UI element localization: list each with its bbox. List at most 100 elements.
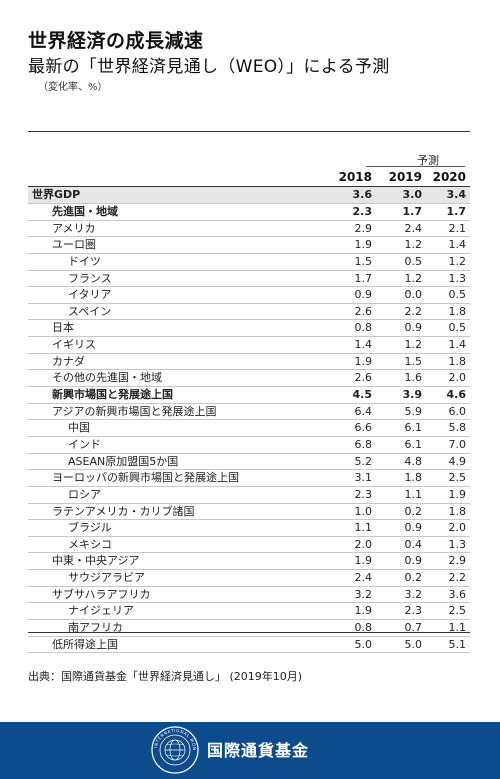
table-row: ブラジル 1.1 0.9 2.0 [28, 520, 470, 537]
row-label: 中国 [68, 421, 90, 435]
value-cell-2020: 2.0 [448, 521, 467, 535]
row-label: 世界GDP [32, 188, 81, 201]
table-row: その他の先進国・地域 2.6 1.6 2.0 [28, 370, 470, 388]
forecast-label: 予測 [417, 154, 439, 167]
value-cell-2019: 0.2 [404, 571, 423, 585]
value-cell-2020: 6.0 [448, 404, 467, 418]
value-cell-2019: 0.2 [404, 504, 423, 518]
value-cell-2020: 3.4 [446, 188, 467, 201]
value-cell-2018: 1.5 [354, 254, 373, 268]
value-cell-2019: 0.9 [404, 521, 423, 535]
value-cell-2020: 1.4 [448, 238, 467, 252]
value-cell-2019: 4.8 [404, 454, 423, 468]
value-cell-2020: 1.3 [448, 271, 467, 285]
value-cell-2020: 5.8 [448, 421, 467, 435]
value-cell-2020: 2.1 [448, 221, 467, 235]
value-cell-2019: 0.4 [404, 537, 423, 551]
table-row: アメリカ 2.9 2.4 2.1 [28, 221, 470, 238]
value-cell-2018: 0.9 [354, 288, 373, 302]
value-cell-2018: 2.6 [354, 371, 373, 385]
table-row: サウジアラビア 2.4 0.2 2.2 [28, 570, 470, 587]
value-cell-2018: 0.8 [354, 621, 373, 635]
value-cell-2018: 2.6 [354, 304, 373, 318]
value-cell-2018: 6.4 [354, 404, 373, 418]
value-cell-2020: 3.6 [448, 587, 467, 601]
table-row: 南アフリカ 0.8 0.7 1.1 [28, 620, 470, 637]
table-row: メキシコ 2.0 0.4 1.3 [28, 537, 470, 554]
row-label: 低所得途上国 [52, 637, 118, 651]
value-cell-2020: 1.1 [448, 621, 467, 635]
value-cell-2020: 4.9 [448, 454, 467, 468]
row-label: ラテンアメリカ・カリブ諸国 [52, 504, 195, 518]
page-title: 世界経済の成長減速 [28, 30, 204, 52]
value-cell-2019: 1.1 [404, 487, 423, 501]
value-cell-2018: 1.1 [354, 521, 373, 535]
table-row: フランス 1.7 1.2 1.3 [28, 271, 470, 288]
row-label: 中東・中央アジア [52, 554, 140, 568]
table-header: 2018 2019 2020 [28, 168, 470, 186]
value-cell-2018: 6.8 [354, 437, 373, 451]
value-cell-2019: 6.1 [404, 421, 423, 435]
value-cell-2018: 2.9 [354, 221, 373, 235]
value-cell-2018: 2.4 [354, 571, 373, 585]
row-label: スペイン [68, 304, 112, 318]
value-cell-2019: 0.9 [404, 321, 423, 335]
table-row: スペイン 2.6 2.2 1.8 [28, 304, 470, 321]
unit-note: （変化率、%） [38, 82, 108, 93]
value-cell-2020: 1.7 [446, 205, 467, 218]
table-row: カナダ 1.9 1.5 1.8 [28, 354, 470, 371]
value-cell-2020: 1.8 [448, 354, 467, 368]
value-cell-2019: 2.3 [404, 604, 423, 618]
value-cell-2020: 7.0 [448, 437, 467, 451]
row-label: 日本 [52, 321, 74, 335]
value-cell-2019: 1.2 [404, 271, 423, 285]
table-row: ラテンアメリカ・カリブ諸国 1.0 0.2 1.8 [28, 504, 470, 521]
value-cell-2018: 1.9 [354, 238, 373, 252]
table-row: 世界GDP 3.6 3.0 3.4 [28, 187, 470, 204]
value-cell-2018: 1.7 [354, 271, 373, 285]
value-cell-2018: 5.2 [354, 454, 373, 468]
table-row: 日本 0.8 0.9 0.5 [28, 320, 470, 338]
value-cell-2019: 0.0 [404, 288, 423, 302]
value-cell-2019: 6.1 [404, 437, 423, 451]
page-subtitle: 最新の「世界経済見通し（WEO）」による予測 [28, 57, 390, 77]
value-cell-2019: 1.7 [402, 205, 423, 218]
row-label: フランス [68, 271, 112, 285]
row-label: サブサハラアフリカ [52, 587, 151, 601]
value-cell-2019: 2.4 [404, 221, 423, 235]
value-cell-2019: 1.8 [404, 471, 423, 485]
value-cell-2020: 1.8 [448, 504, 467, 518]
value-cell-2018: 3.6 [352, 188, 373, 201]
value-cell-2019: 3.0 [402, 188, 423, 201]
value-cell-2018: 1.0 [354, 504, 373, 518]
value-cell-2018: 0.8 [354, 321, 373, 335]
forecast-bracket-line [366, 166, 465, 167]
table-row: 先進国・地域 2.3 1.7 1.7 [28, 204, 470, 221]
row-label: 南アフリカ [68, 621, 123, 635]
table-row: ヨーロッパの新興市場国と発展途上国 3.1 1.8 2.5 [28, 470, 470, 487]
row-label: 新興市場国と発展途上国 [52, 388, 173, 402]
table-row: イギリス 1.4 1.2 1.4 [28, 337, 470, 354]
table-row: アジアの新興市場国と発展途上国 6.4 5.9 6.0 [28, 404, 470, 421]
value-cell-2018: 3.2 [354, 587, 373, 601]
row-label: カナダ [52, 354, 85, 368]
value-cell-2020: 2.9 [448, 554, 467, 568]
row-label: ドイツ [68, 254, 101, 268]
value-cell-2019: 5.0 [404, 637, 423, 651]
table-row: 中国 6.6 6.1 5.8 [28, 420, 470, 437]
value-cell-2018: 6.6 [354, 421, 373, 435]
value-cell-2019: 1.5 [404, 354, 423, 368]
value-cell-2020: 1.4 [448, 338, 467, 352]
row-label: メキシコ [68, 537, 112, 551]
table-row: ASEAN原加盟国5か国 5.2 4.8 4.9 [28, 454, 470, 471]
year-header-2020: 2020 [432, 170, 466, 184]
value-cell-2020: 1.3 [448, 537, 467, 551]
value-cell-2019: 2.2 [404, 304, 423, 318]
value-cell-2020: 1.8 [448, 304, 467, 318]
value-cell-2019: 1.2 [404, 238, 423, 252]
row-label: ナイジェリア [68, 604, 134, 618]
year-header-2018: 2018 [338, 170, 372, 184]
table-row: ロシア 2.3 1.1 1.9 [28, 487, 470, 504]
row-label: ヨーロッパの新興市場国と発展途上国 [52, 471, 239, 485]
row-label: サウジアラビア [68, 571, 145, 585]
